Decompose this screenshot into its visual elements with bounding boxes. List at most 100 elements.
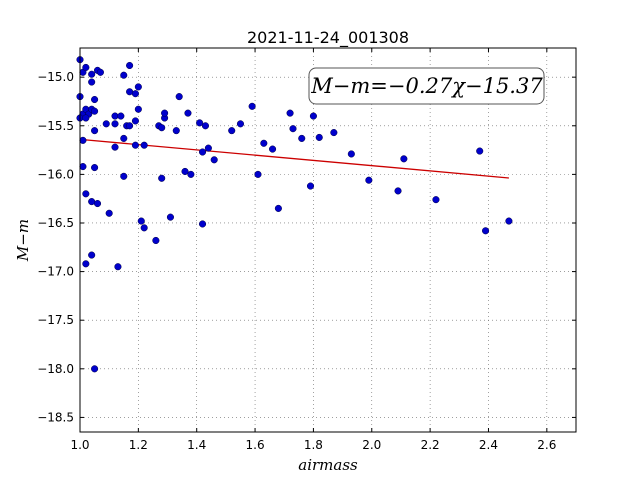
data-point (82, 63, 90, 71)
data-point (93, 199, 102, 208)
data-point (175, 93, 183, 101)
data-point (91, 164, 99, 172)
data-point (347, 150, 355, 158)
data-point (204, 144, 212, 152)
data-point (88, 251, 96, 259)
data-point (134, 105, 142, 113)
x-tick-label: 2.6 (537, 438, 556, 452)
y-axis: −15.0 −15.5 −16.0 −16.5 −17.0 −17.5 −18.0 −18.5 (37, 70, 576, 424)
data-point (315, 133, 323, 141)
y-tick-label: −18.5 (37, 410, 74, 424)
data-point (286, 109, 294, 117)
data-point (505, 217, 513, 225)
data-point (126, 61, 134, 70)
data-point (131, 141, 139, 149)
data-point (120, 134, 128, 142)
data-point (117, 112, 125, 120)
data-point (79, 163, 87, 171)
y-axis-label: M−m (14, 219, 32, 262)
data-point (120, 71, 128, 79)
data-point (88, 78, 96, 86)
grid (79, 48, 576, 432)
data-point (365, 176, 373, 184)
data-point (105, 209, 113, 217)
fit-line-group (79, 138, 509, 179)
annotation-frame (308, 67, 545, 105)
y-tick-label: −15.5 (37, 119, 74, 133)
data-point (120, 172, 128, 180)
data-point (260, 139, 268, 147)
x-axis: 1.0 1.2 1.4 1.6 1.8 2.0 2.2 2.4 2.6 (70, 48, 556, 452)
y-tick-label: −16.0 (37, 167, 74, 181)
data-point (126, 122, 134, 130)
data-point (184, 109, 192, 117)
data-point (306, 182, 315, 190)
data-point (137, 217, 145, 225)
data-point (181, 167, 189, 176)
data-point (91, 127, 99, 135)
y-tick-label: −18.0 (37, 362, 74, 376)
x-tick-label: 1.2 (129, 438, 148, 452)
data-point (254, 170, 262, 178)
data-point (482, 227, 490, 235)
data-point (198, 148, 207, 156)
data-point (79, 136, 87, 144)
data-point (158, 174, 166, 182)
fit-line (79, 138, 509, 179)
data-point (289, 125, 297, 133)
data-point (96, 68, 104, 76)
data-point (476, 147, 484, 155)
x-tick-label: 2.0 (362, 438, 381, 452)
x-tick-label: 1.0 (70, 438, 89, 452)
x-tick-label: 1.6 (246, 438, 265, 452)
data-point (82, 190, 90, 198)
data-points (76, 56, 513, 373)
data-point (152, 236, 160, 245)
fit-equation: M−m=−0.27χ−15.37 (310, 74, 543, 98)
data-point (187, 170, 195, 178)
data-point (198, 220, 207, 228)
data-point (82, 114, 90, 122)
data-point (400, 155, 408, 163)
data-point (91, 365, 99, 373)
annotation-box: M−m=−0.27χ−15.37 (308, 67, 545, 105)
data-point (131, 117, 139, 125)
data-point (102, 120, 110, 128)
y-tick-label: −15.0 (37, 70, 74, 84)
x-tick-label: 2.2 (421, 438, 440, 452)
data-point (88, 70, 96, 78)
data-point (134, 83, 142, 91)
data-point (228, 127, 236, 135)
data-point (91, 95, 99, 104)
data-point (309, 112, 317, 120)
x-axis-label: airmass (298, 456, 358, 474)
y-tick-label: −16.5 (37, 216, 74, 230)
data-point (114, 263, 122, 271)
data-point (161, 109, 169, 117)
data-point (236, 120, 245, 128)
data-point (432, 196, 440, 204)
data-point (172, 127, 180, 135)
data-point (140, 224, 148, 232)
x-tick-label: 1.4 (187, 438, 206, 452)
data-point (131, 90, 139, 98)
data-point (330, 129, 338, 137)
data-point (274, 204, 282, 212)
data-point (269, 145, 277, 153)
data-point (140, 141, 148, 149)
data-point (158, 124, 166, 132)
data-point (111, 120, 119, 128)
data-point (201, 122, 210, 130)
data-point (298, 134, 306, 142)
data-point (196, 119, 204, 127)
data-point (111, 143, 119, 151)
plot-frame (79, 47, 577, 433)
x-tick-label: 2.4 (479, 438, 498, 452)
chart-title: 2021-11-24_001308 (247, 28, 409, 48)
data-point (210, 156, 218, 164)
x-tick-label: 1.8 (304, 438, 323, 452)
y-tick-label: −17.0 (37, 265, 74, 279)
data-point (166, 213, 174, 221)
data-point (91, 107, 99, 115)
